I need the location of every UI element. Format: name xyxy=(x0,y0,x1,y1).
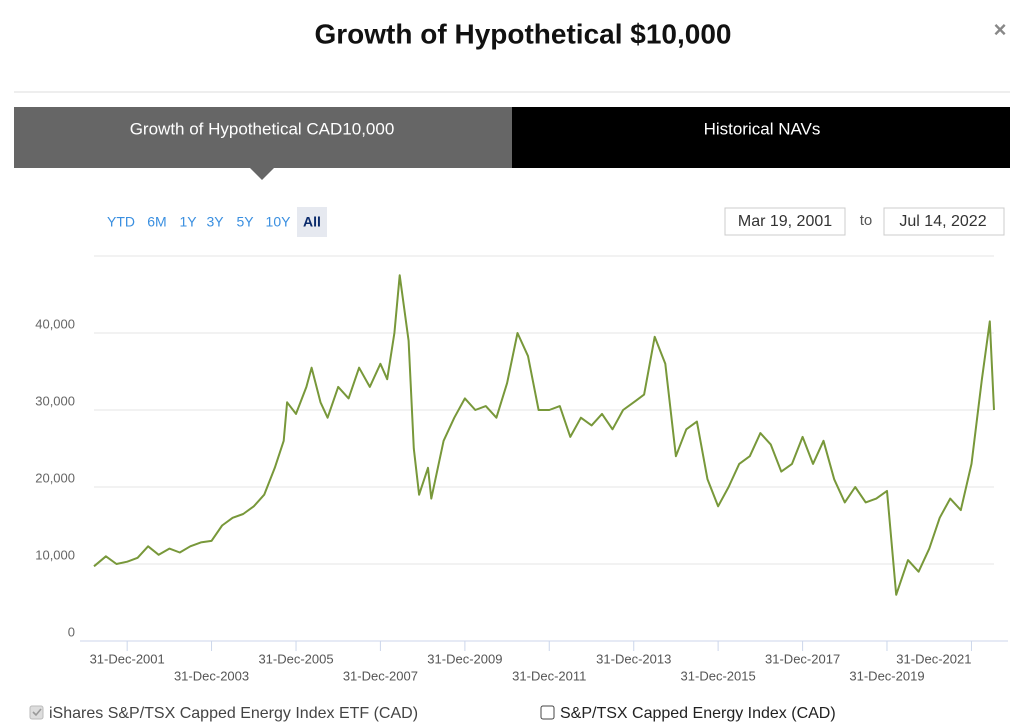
date-separator: to xyxy=(860,212,873,229)
x-tick-label: 31-Dec-2021 xyxy=(896,651,971,666)
range-button[interactable]: 3Y xyxy=(206,214,224,230)
x-tick-label: 31-Dec-2003 xyxy=(174,668,249,683)
tab-active[interactable] xyxy=(14,107,512,168)
range-button[interactable]: All xyxy=(303,214,321,230)
date-from[interactable]: Mar 19, 2001 xyxy=(738,213,832,230)
legend-checkbox[interactable] xyxy=(540,705,555,720)
y-tick-label: 10,000 xyxy=(35,547,75,562)
x-tick-label: 31-Dec-2013 xyxy=(596,651,671,666)
legend-checkbox[interactable] xyxy=(29,705,44,720)
x-tick-label: 31-Dec-2019 xyxy=(849,668,924,683)
range-button-bg[interactable] xyxy=(297,207,327,237)
y-tick-label: 0 xyxy=(68,624,75,639)
tab-pointer xyxy=(250,168,274,180)
legend-label[interactable]: iShares S&P/TSX Capped Energy Index ETF … xyxy=(49,705,418,722)
range-button[interactable]: 1Y xyxy=(179,214,197,230)
x-tick-label: 31-Dec-2011 xyxy=(512,668,586,683)
legend-check xyxy=(32,708,42,717)
y-tick-label: 20,000 xyxy=(35,470,75,485)
x-tick-label: 31-Dec-2005 xyxy=(258,651,333,666)
close-button[interactable]: × xyxy=(994,17,1007,42)
range-button[interactable]: YTD xyxy=(107,214,135,230)
legend: iShares S&P/TSX Capped Energy Index ETF … xyxy=(29,705,836,722)
x-tick-label: 31-Dec-2009 xyxy=(427,651,502,666)
modal-title: Growth of Hypothetical $10,000 xyxy=(315,18,732,49)
range-button[interactable]: 10Y xyxy=(266,214,292,230)
y-tick-label: 40,000 xyxy=(35,316,75,331)
x-tick-label: 31-Dec-2017 xyxy=(765,651,840,666)
date-input[interactable] xyxy=(883,207,1005,236)
tab[interactable] xyxy=(512,107,1010,168)
range-selector: YTD 6M 1Y 3Y 5Y 10Y All xyxy=(107,207,327,237)
x-tick-label: 31-Dec-2015 xyxy=(681,668,756,683)
range-button[interactable]: 6M xyxy=(147,214,166,230)
plot: 0 10,000 20,000 30,000 40,000 31-Dec-2001 31-D… xyxy=(35,255,1008,683)
tab-label[interactable]: Historical NAVs xyxy=(704,119,821,138)
date-to[interactable]: Jul 14, 2022 xyxy=(899,213,986,230)
date-input[interactable] xyxy=(724,207,846,236)
series-line xyxy=(93,274,995,596)
x-tick-label: 31-Dec-2001 xyxy=(90,651,165,666)
tab-label[interactable]: Growth of Hypothetical CAD10,000 xyxy=(130,119,395,138)
y-tick-label: 30,000 xyxy=(35,393,75,408)
x-tick-label: 31-Dec-2007 xyxy=(343,668,418,683)
legend-label[interactable]: S&P/TSX Capped Energy Index (CAD) xyxy=(560,705,836,722)
range-button[interactable]: 5Y xyxy=(236,214,254,230)
